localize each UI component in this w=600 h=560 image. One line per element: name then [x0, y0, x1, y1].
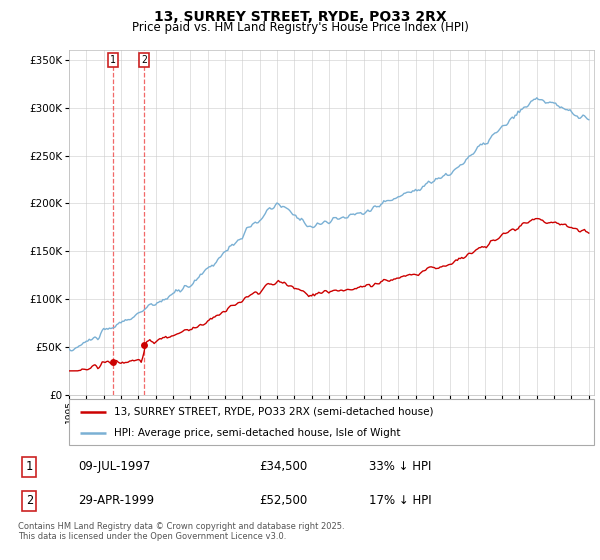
Text: 2: 2 — [26, 494, 33, 507]
Text: 1: 1 — [110, 55, 116, 65]
Text: 33% ↓ HPI: 33% ↓ HPI — [369, 460, 431, 473]
Text: £34,500: £34,500 — [260, 460, 308, 473]
Text: 2: 2 — [141, 55, 147, 65]
Text: HPI: Average price, semi-detached house, Isle of Wight: HPI: Average price, semi-detached house,… — [113, 428, 400, 438]
FancyBboxPatch shape — [69, 399, 594, 445]
Text: 13, SURREY STREET, RYDE, PO33 2RX (semi-detached house): 13, SURREY STREET, RYDE, PO33 2RX (semi-… — [113, 407, 433, 417]
Text: £52,500: £52,500 — [260, 494, 308, 507]
Text: 09-JUL-1997: 09-JUL-1997 — [78, 460, 151, 473]
Text: 17% ↓ HPI: 17% ↓ HPI — [369, 494, 432, 507]
Text: Contains HM Land Registry data © Crown copyright and database right 2025.
This d: Contains HM Land Registry data © Crown c… — [18, 522, 344, 542]
Text: 29-APR-1999: 29-APR-1999 — [78, 494, 154, 507]
Text: 13, SURREY STREET, RYDE, PO33 2RX: 13, SURREY STREET, RYDE, PO33 2RX — [154, 10, 446, 24]
Text: Price paid vs. HM Land Registry's House Price Index (HPI): Price paid vs. HM Land Registry's House … — [131, 21, 469, 34]
Text: 1: 1 — [26, 460, 33, 473]
